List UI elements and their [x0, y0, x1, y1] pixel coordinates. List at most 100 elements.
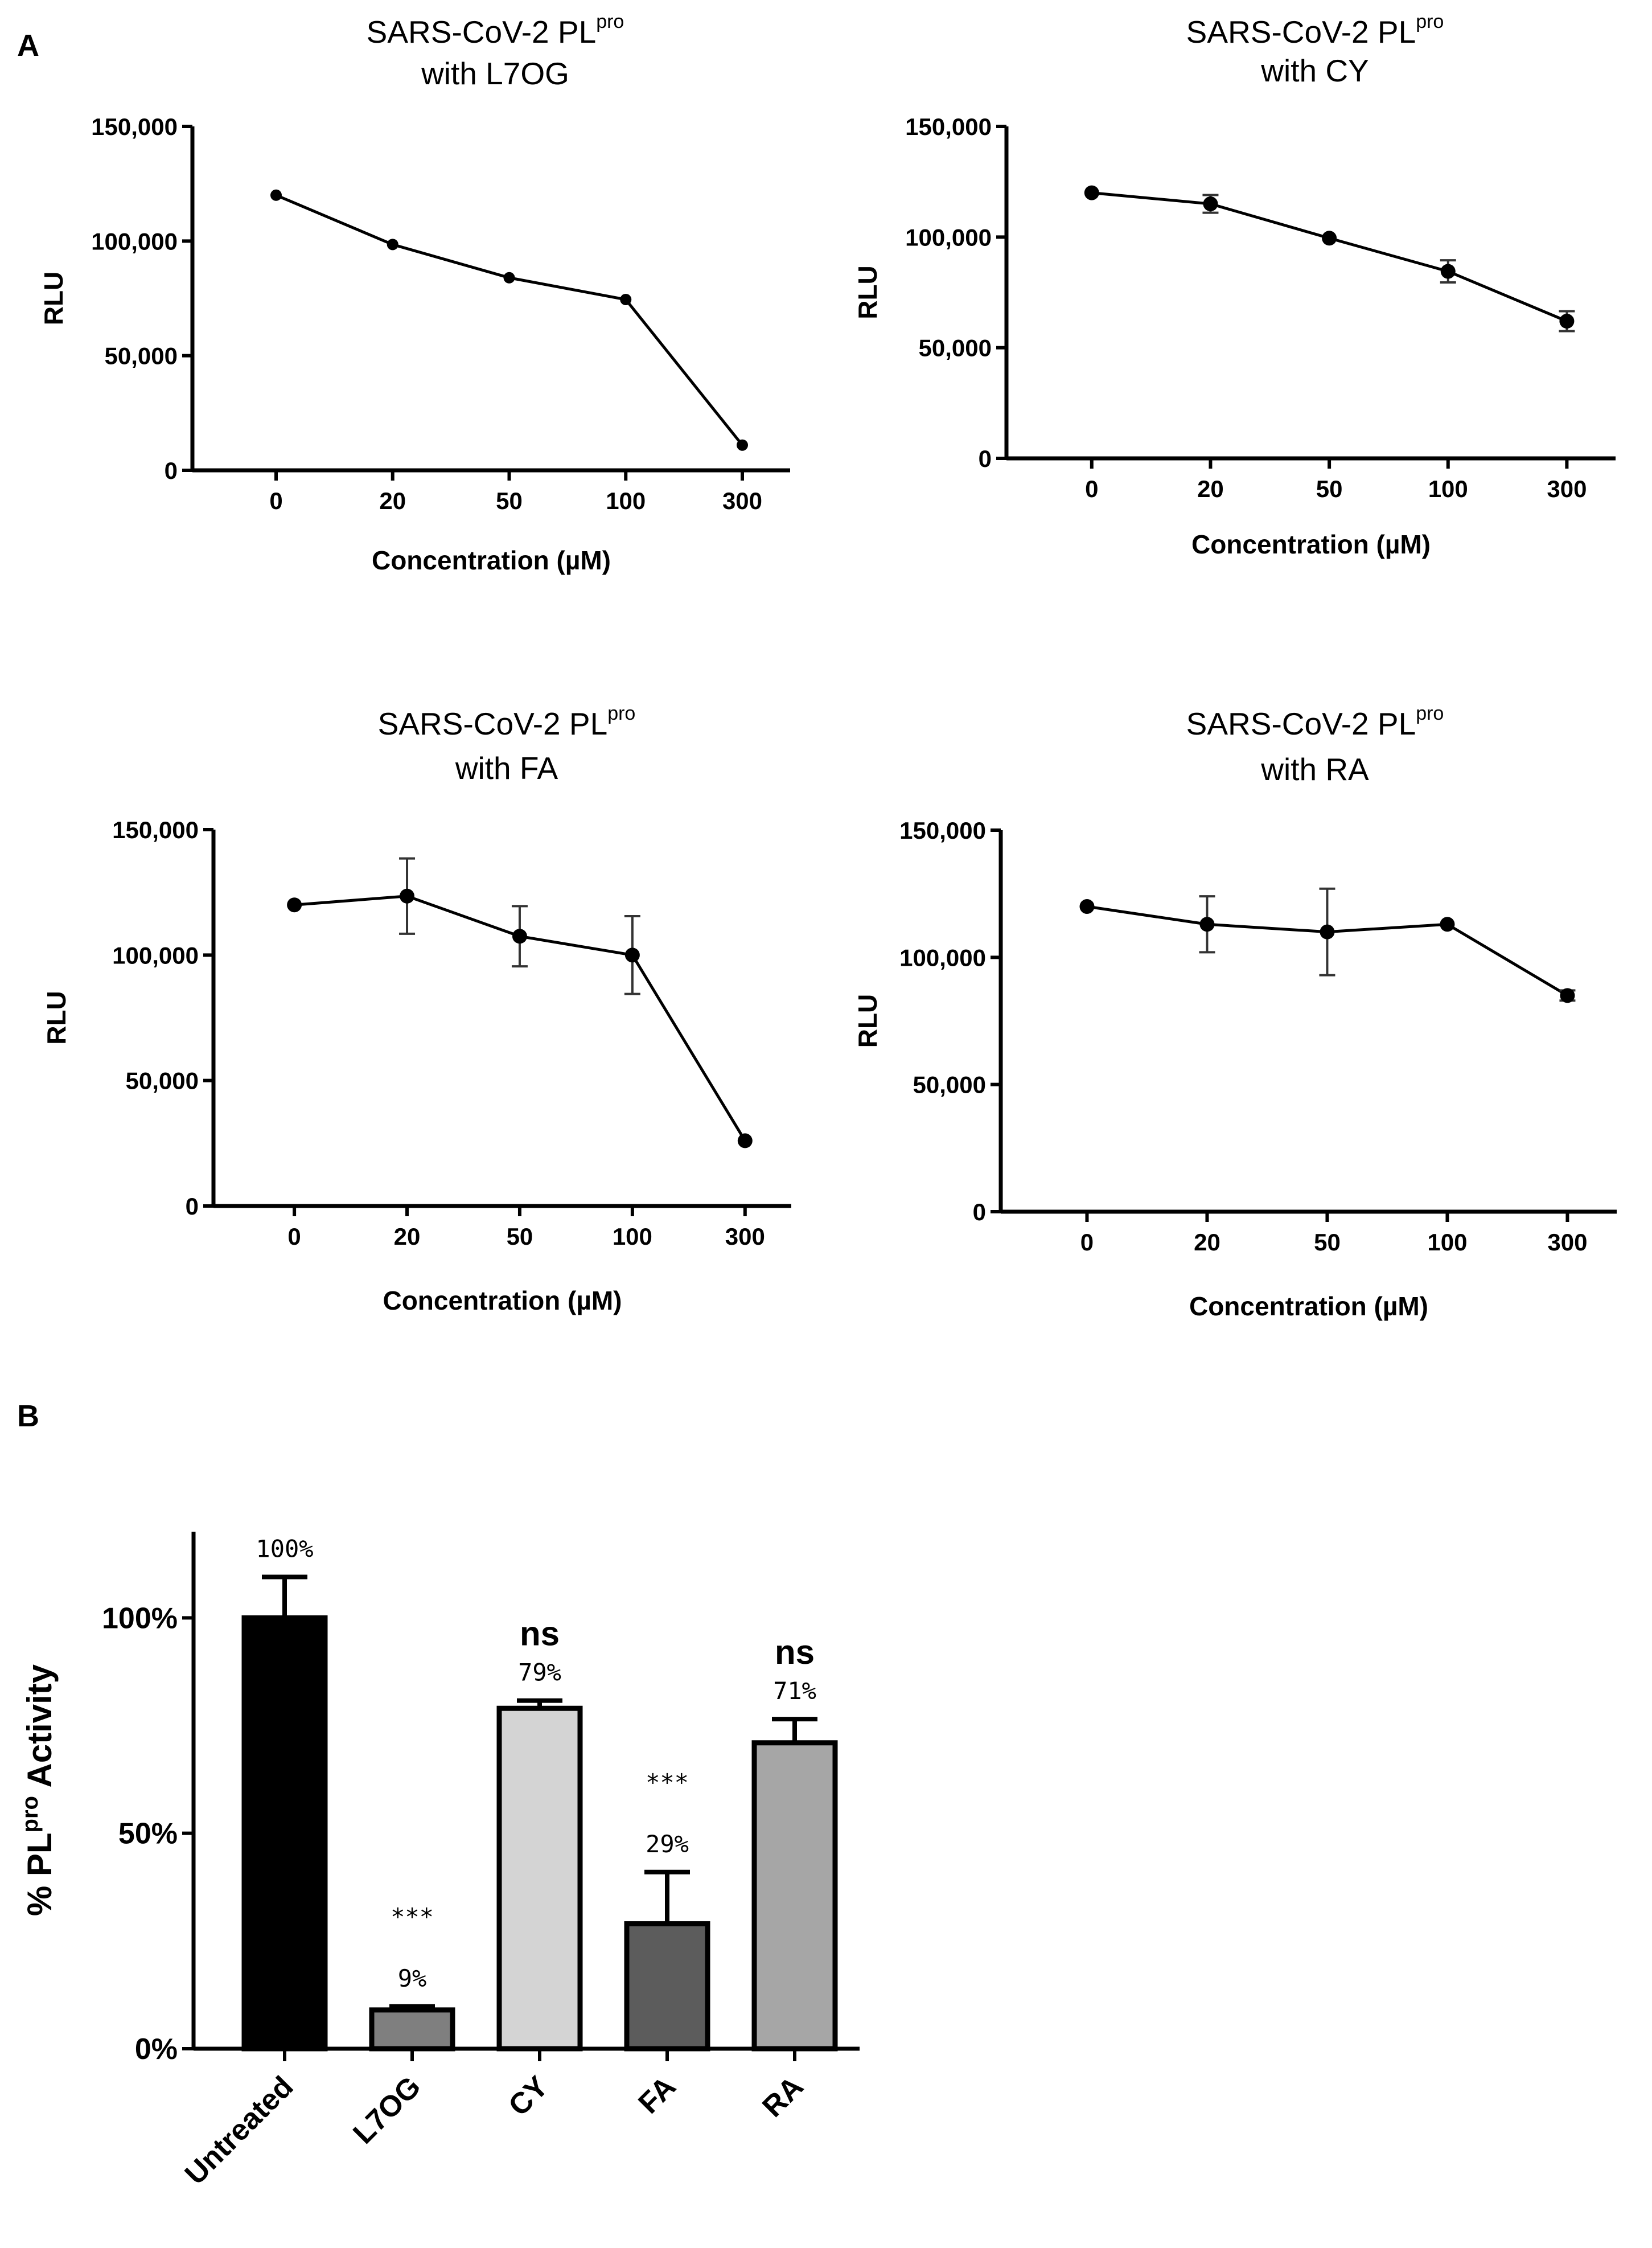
data-point: [512, 929, 527, 944]
bar: [751, 1740, 838, 2052]
data-point: [1320, 924, 1335, 940]
data-point: [1322, 231, 1337, 246]
data-point: [624, 947, 640, 963]
y-axis-label: RLU: [42, 991, 71, 1045]
bar-y-axis-label: % PLpro Activity: [18, 1664, 59, 1916]
chart-title-main: SARS-CoV-2 PL: [378, 706, 608, 741]
bar-category-label: CY: [502, 2070, 554, 2122]
y-tick-label: 0: [973, 1199, 986, 1225]
y-tick-label: 0: [979, 445, 992, 472]
bar-category-label: L7OG: [347, 2070, 427, 2150]
x-tick-label: 300: [722, 487, 762, 514]
chart-title: SARS-CoV-2 PLpro: [378, 703, 636, 741]
bar-y-label-sup: pro: [18, 1796, 43, 1832]
bar-significance-label: ns: [520, 1615, 560, 1653]
data-point: [737, 1133, 753, 1148]
bar-significance-label: ***: [391, 1903, 434, 1931]
bar-data-label: 100%: [256, 1535, 313, 1562]
x-tick-label: 100: [1427, 1229, 1467, 1256]
y-tick-label: 100,000: [899, 944, 986, 971]
bar-category-label: Untreated: [179, 2070, 300, 2191]
bar: [624, 1921, 710, 2052]
y-tick-label: 100,000: [905, 224, 992, 251]
y-tick-label: 50,000: [919, 335, 992, 362]
bar-significance-label: ns: [775, 1633, 815, 1671]
chart-title-main: SARS-CoV-2 PL: [1186, 14, 1416, 50]
y-tick-label: 150,000: [905, 113, 992, 140]
x-tick-label: 0: [1085, 475, 1098, 502]
line-chart-3: SARS-CoV-2 PLpro with FA 0 50,000 100,000 150…: [42, 703, 791, 1315]
bar-data-label: 29%: [646, 1830, 689, 1858]
bar-y-label-suffix: Activity: [20, 1664, 59, 1796]
x-tick-label: 100: [613, 1223, 652, 1250]
bar-data-label: 71%: [773, 1677, 816, 1705]
chart-subtitle: with FA: [455, 750, 558, 786]
bar-category-label: RA: [756, 2070, 809, 2123]
y-axis-label: RLU: [39, 272, 68, 326]
series-line: [276, 194, 743, 446]
x-tick-label: 0: [269, 487, 282, 514]
bar-category-label: FA: [632, 2070, 682, 2120]
chart-title-main: SARS-CoV-2 PL: [367, 14, 597, 50]
x-tick-label: 20: [394, 1223, 421, 1250]
bar-y-label-prefix: % PL: [20, 1832, 59, 1916]
data-point: [1199, 917, 1215, 932]
x-tick-label: 300: [1547, 475, 1587, 502]
data-point: [400, 888, 415, 904]
x-tick-label: 100: [1428, 475, 1468, 502]
data-point: [620, 294, 632, 306]
x-tick-label: 50: [1316, 475, 1343, 502]
y-tick-label: 150,000: [91, 113, 178, 140]
data-point: [1440, 264, 1456, 279]
x-tick-label: 300: [1547, 1229, 1587, 1256]
chart-subtitle: with L7OG: [421, 56, 569, 91]
data-point: [1440, 917, 1455, 932]
panel-a-label: A: [17, 28, 39, 63]
y-tick-label: 150,000: [899, 817, 986, 844]
bar: [369, 2007, 455, 2052]
y-tick-label: 100,000: [112, 942, 199, 969]
bar: [496, 1705, 583, 2052]
data-point: [1560, 988, 1575, 1003]
x-tick-label: 20: [1194, 1229, 1220, 1256]
x-tick-label: 0: [1080, 1229, 1094, 1256]
x-axis-label: Concentration (µM): [372, 545, 611, 575]
x-axis-label: Concentration (µM): [1191, 530, 1431, 559]
y-axis-label: RLU: [853, 265, 882, 319]
chart-title-sup: pro: [1416, 703, 1444, 724]
y-tick-label: 0: [165, 457, 178, 484]
chart-title: SARS-CoV-2 PLpro: [367, 11, 624, 50]
x-tick-label: 20: [379, 487, 406, 514]
data-point: [1084, 185, 1099, 200]
line-chart-1: SARS-CoV-2 PLpro with L7OG 0 50,000 100,000 1…: [39, 11, 790, 575]
bar-data-label: 9%: [398, 1964, 427, 1992]
bar-chart-group: 0% 50% 100% % PLpro Activity Untreated 100% L7…: [18, 1532, 860, 2191]
chart-title-sup: pro: [596, 11, 624, 32]
bar: [241, 1615, 328, 2052]
x-tick-label: 50: [1314, 1229, 1341, 1256]
data-point: [503, 272, 515, 284]
line-chart-4: SARS-CoV-2 PLpro with RA 0 50,000 100,000 150…: [853, 703, 1617, 1321]
data-point: [737, 439, 748, 451]
bar-y-tick-label: 0%: [135, 2033, 178, 2066]
y-tick-label: 0: [186, 1193, 199, 1220]
x-tick-label: 20: [1197, 475, 1224, 502]
data-point: [1559, 314, 1575, 329]
bar-significance-label: ***: [646, 1769, 689, 1796]
series-line: [1091, 191, 1568, 323]
y-tick-label: 50,000: [105, 343, 178, 370]
y-tick-label: 150,000: [112, 817, 199, 843]
chart-title-sup: pro: [607, 703, 635, 724]
bar-y-tick-label: 100%: [102, 1602, 178, 1635]
y-axis-label: RLU: [853, 994, 882, 1048]
x-tick-label: 50: [507, 1223, 533, 1250]
y-tick-label: 50,000: [913, 1072, 986, 1098]
y-tick-label: 50,000: [126, 1068, 199, 1094]
data-point: [1203, 196, 1218, 212]
x-axis-label: Concentration (µM): [1189, 1291, 1428, 1321]
data-point: [1079, 899, 1095, 914]
